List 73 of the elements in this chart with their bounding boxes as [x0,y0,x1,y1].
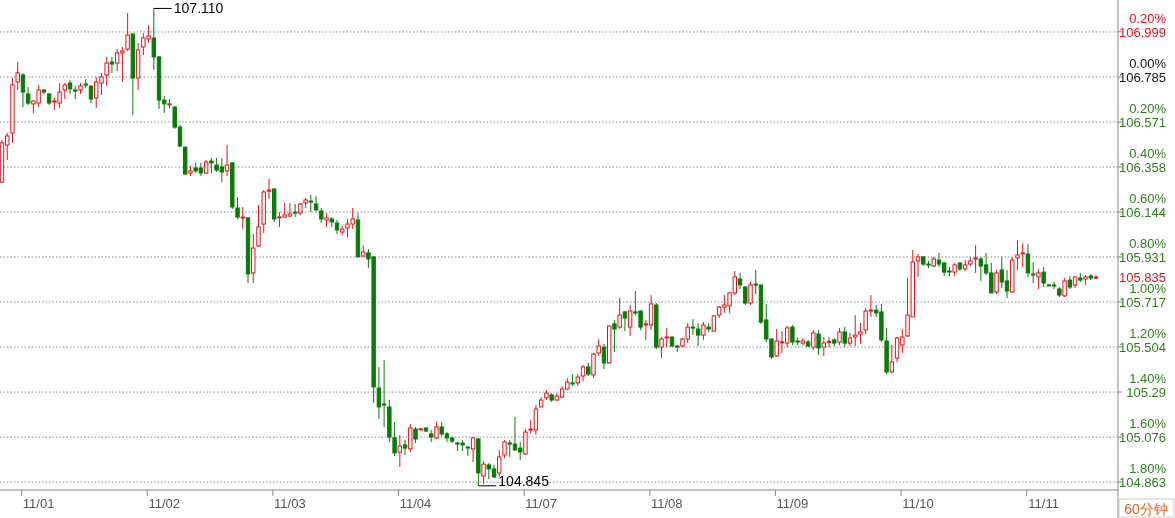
x-tick-label: 11/07 [525,496,557,511]
y-tick-label: 106.571 [1119,115,1166,131]
candlestick [15,61,20,91]
y2-tick-label: 0.20% [1129,100,1167,116]
y2-tick-label: 0.40% [1129,146,1167,162]
y-tick-label: 106.358 [1119,159,1166,175]
candlestick [695,322,701,347]
candlestick [816,329,821,356]
y2-tick-label: 0.20% [1129,10,1167,26]
candlestick [842,326,847,348]
candlestick [973,244,978,274]
x-tick-label: 11/02 [148,496,181,511]
y2-tick-label: 1.40% [1129,371,1167,387]
y2-tick-label: 1.80% [1129,461,1167,477]
x-tick-label: 11/11 [1028,496,1059,511]
candlestick [381,359,387,428]
candlestick [612,319,617,353]
x-tick-label: 11/04 [399,496,432,511]
candlestick [784,325,790,348]
y-tick-label: 105.29 [1126,385,1166,400]
candlestick [240,206,245,230]
candlestick [408,423,413,453]
candlestick [1041,266,1046,288]
candlestick [20,72,26,108]
candlestick [978,256,984,282]
candlestick [125,12,130,52]
candlestick [627,304,633,337]
candlestick [292,203,298,218]
candlestick [811,329,816,351]
candlestick [523,428,528,456]
candlestick [821,336,827,357]
x-tick-label: 11/09 [776,496,809,511]
y-tick-label: 104.863 [1119,474,1166,490]
candlestick [617,297,622,330]
x-tick-label: 11/03 [274,496,306,511]
y-tick-label: 106.999 [1119,24,1166,40]
candlestick [1062,277,1067,298]
y-tick-label: 105.717 [1119,295,1166,311]
candlestick [481,460,486,485]
y2-tick-label: 1.20% [1129,326,1167,342]
candlestick [465,445,471,457]
candlestick [748,281,753,306]
candlestick [104,56,109,87]
candlestick [470,436,476,463]
x-tick-label: 11/01 [22,496,55,511]
candlestick [397,434,403,468]
candlestick [224,144,230,177]
text: 60分钟 [1124,501,1168,517]
candlestick [497,449,502,478]
candlestick [737,272,743,290]
x-tick-label: 11/10 [902,496,934,511]
candlestick [889,344,895,374]
y-tick-label: 106.144 [1119,205,1166,221]
y-tick-label: 105.504 [1119,339,1166,355]
candlestick [402,439,408,456]
y2-tick-label: 1.60% [1129,416,1167,432]
y-tick-label: 106.785 [1119,69,1166,85]
y2-tick-label: 0.60% [1129,191,1167,207]
y-tick-label: 105.931 [1119,249,1166,265]
annotation: 104.845 [498,472,550,489]
y2-tick-label: 0.80% [1129,236,1167,252]
candlestick [622,310,628,332]
y2-tick-label: 0.00% [1129,55,1167,71]
candlestick [1051,281,1057,290]
candlestick [1036,268,1041,290]
annotation: 107.110 [173,0,224,17]
candlestick [109,56,115,74]
candlestick [256,204,261,248]
y-tick-label: 105.076 [1119,430,1166,446]
x-tick-label: 11/08 [650,496,683,511]
candlestick [601,343,607,370]
candlestick [994,269,999,295]
y2-tick-label: 1.00% [1129,281,1167,297]
